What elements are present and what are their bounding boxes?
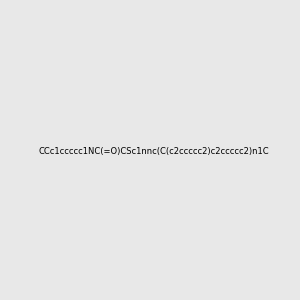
Text: CCc1ccccc1NC(=O)CSc1nnc(C(c2ccccc2)c2ccccc2)n1C: CCc1ccccc1NC(=O)CSc1nnc(C(c2ccccc2)c2ccc…	[38, 147, 269, 156]
